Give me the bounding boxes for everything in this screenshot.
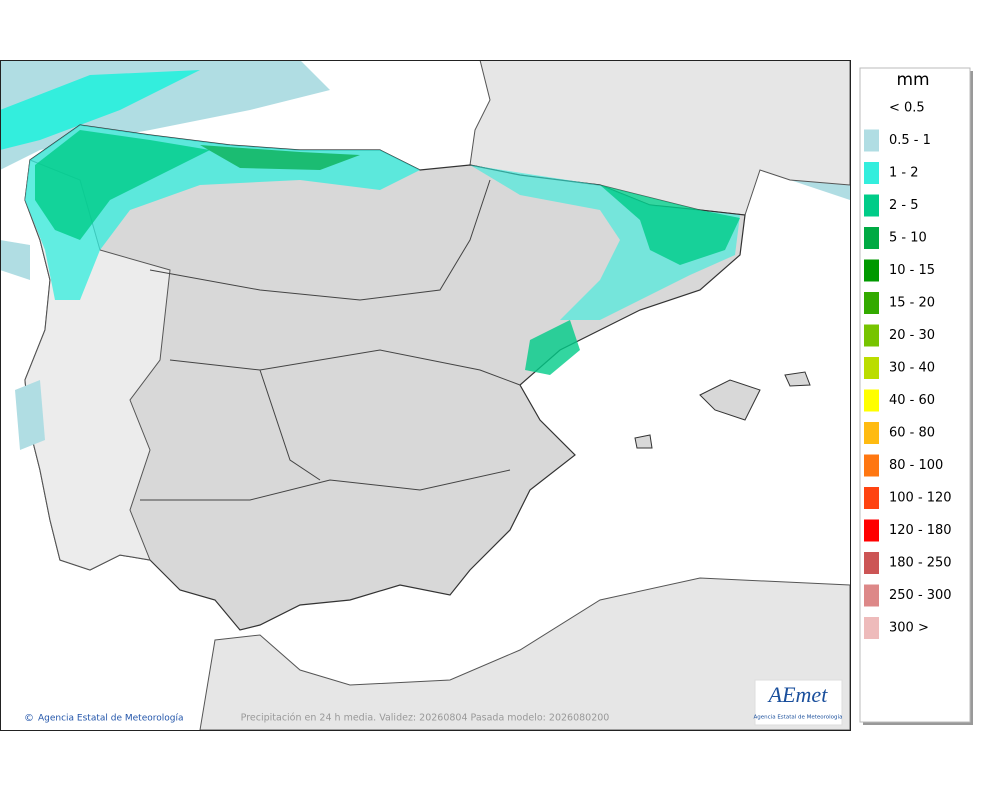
copyright-symbol: © — [24, 713, 34, 724]
credit: Agencia Estatal de Meteorología — [38, 714, 184, 724]
legend-title: mm — [896, 70, 929, 90]
legend-label: 2 - 5 — [889, 198, 919, 213]
legend-label: 5 - 10 — [889, 231, 927, 246]
caption: Precipitación en 24 h media. Validez: 20… — [241, 713, 610, 724]
legend-swatch — [864, 227, 879, 249]
logo-subtitle: Agencia Estatal de Meteorología — [754, 714, 843, 721]
legend-swatch — [864, 454, 879, 477]
legend-label: 120 - 180 — [889, 523, 952, 538]
legend-label: < 0.5 — [889, 101, 925, 116]
legend-label: 0.5 - 1 — [889, 133, 931, 148]
legend-swatch — [864, 519, 879, 542]
legend-label: 250 - 300 — [889, 588, 952, 603]
legend: mm < 0.5 0.5 - 1 1 - 2 2 - 5 5 - 10 10 - 15 15… — [859, 67, 973, 725]
legend-label: 1 - 2 — [889, 166, 919, 181]
legend-swatch — [864, 259, 879, 282]
logo: AEmet Agencia Estatal de Meteorología — [754, 679, 843, 726]
legend-label: 10 - 15 — [889, 263, 935, 278]
legend-label: 20 - 30 — [889, 328, 935, 343]
map — [0, 60, 850, 730]
legend-label: 100 - 120 — [889, 491, 952, 506]
legend-label: 180 - 250 — [889, 556, 952, 571]
legend-label: 40 - 60 — [889, 393, 935, 408]
legend-swatch — [864, 552, 879, 574]
legend-swatch — [864, 422, 879, 444]
legend-swatch — [864, 292, 879, 314]
legend-label: 60 - 80 — [889, 426, 935, 441]
legend-swatch — [864, 617, 879, 639]
legend-swatch — [864, 357, 879, 379]
legend-swatch — [864, 389, 879, 412]
legend-swatch — [864, 584, 879, 607]
legend-label: 15 - 20 — [889, 296, 935, 311]
legend-swatch — [864, 487, 879, 509]
legend-label: 30 - 40 — [889, 361, 935, 376]
legend-label: 300 > — [889, 621, 929, 636]
legend-swatch — [864, 324, 879, 347]
legend-swatch — [864, 129, 879, 152]
legend-label: 80 - 100 — [889, 458, 943, 473]
legend-swatch — [864, 194, 879, 217]
legend-swatch — [864, 162, 879, 184]
logo-text: AEmet — [767, 682, 829, 707]
map-frame — [0, 60, 851, 731]
